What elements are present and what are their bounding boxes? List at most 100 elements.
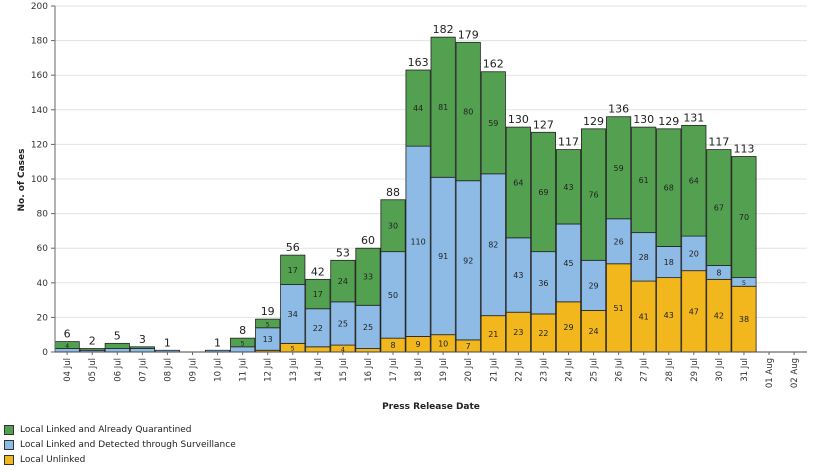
segment-value-label: 43 (664, 311, 674, 320)
segment-value-label: 34 (288, 310, 298, 319)
bar-segment[interactable] (656, 128, 682, 247)
bar-segment[interactable] (681, 235, 707, 272)
bar-segment[interactable] (606, 263, 632, 353)
bar-segment[interactable] (405, 69, 431, 147)
bar-segment[interactable] (355, 348, 381, 353)
bar-segment[interactable] (581, 310, 607, 353)
y-tick-label: 140 (31, 106, 48, 116)
x-tick-label: 02 Aug (790, 358, 800, 388)
x-tick-label: 29 Jul (690, 358, 700, 382)
bar-segment[interactable] (706, 278, 732, 353)
segment-value-label: 4 (65, 342, 69, 350)
segment-value-label: 24 (338, 277, 348, 286)
bar-segment[interactable] (631, 126, 657, 234)
bar-segment[interactable] (581, 259, 607, 311)
bar-segment[interactable] (681, 124, 707, 237)
bar-segment[interactable] (505, 126, 531, 239)
segment-value-label: 59 (614, 164, 624, 173)
bar-segment[interactable] (355, 304, 381, 349)
segment-value-label: 30 (388, 222, 398, 231)
legend-swatch-quarantined (4, 424, 14, 435)
y-axis-title: No. of Cases (17, 149, 27, 212)
x-tick-label: 08 Jul (163, 358, 173, 382)
x-tick-label: 31 Jul (740, 358, 750, 382)
bar-segment[interactable] (355, 247, 381, 306)
bar-segment[interactable] (280, 254, 306, 285)
bar-total-label: 162 (483, 58, 504, 71)
segment-value-label: 81 (438, 103, 448, 112)
y-tick-label: 100 (31, 175, 48, 185)
bar-segment[interactable] (330, 259, 356, 303)
bar-total-label: 136 (608, 103, 629, 116)
segment-value-label: 22 (538, 329, 548, 338)
segment-value-label: 25 (363, 323, 373, 332)
bar-segment[interactable] (255, 318, 281, 329)
bar-total-label: 19 (261, 305, 275, 318)
bar-segment[interactable] (430, 176, 456, 336)
bar-segment[interactable] (104, 348, 130, 353)
segment-value-label: 44 (413, 104, 423, 113)
bar-segment[interactable] (631, 232, 657, 282)
bar-segment[interactable] (606, 218, 632, 265)
bar-segment[interactable] (480, 315, 506, 353)
bar-segment[interactable] (129, 348, 155, 353)
segment-value-label: 41 (639, 313, 649, 322)
bar-segment[interactable] (656, 246, 682, 279)
bar-total-label: 6 (64, 328, 71, 341)
bar-segment[interactable] (430, 36, 456, 178)
bar-segment[interactable] (405, 145, 431, 337)
bar-segment[interactable] (480, 71, 506, 175)
segment-value-label: 8 (390, 341, 395, 350)
bar-segment[interactable] (581, 128, 607, 261)
y-tick-label: 40 (37, 279, 49, 289)
bar-total-label: 2 (89, 335, 96, 348)
legend-item-quarantined[interactable]: Local Linked and Already Quarantined (4, 422, 236, 437)
segment-value-label: 29 (563, 323, 573, 332)
segment-value-label: 25 (338, 319, 348, 328)
legend-swatch-unlinked (4, 454, 14, 465)
segment-value-label: 82 (488, 241, 498, 250)
bar-total-label: 113 (733, 143, 754, 156)
bar-segment[interactable] (230, 346, 256, 353)
bar-segment[interactable] (505, 237, 531, 313)
bar-total-label: 179 (458, 28, 479, 41)
segment-value-label: 50 (388, 291, 398, 300)
bar-segment[interactable] (555, 149, 582, 225)
bar-segment[interactable] (129, 346, 155, 349)
bar-segment[interactable] (305, 346, 331, 353)
bar-segment[interactable] (555, 301, 582, 353)
bar-segment[interactable] (656, 277, 682, 353)
bar-segment[interactable] (681, 270, 707, 353)
bar-total-label: 88 (386, 186, 400, 199)
segment-value-label: 68 (664, 184, 674, 193)
bar-segment[interactable] (79, 348, 105, 351)
y-tick-label: 20 (37, 313, 49, 323)
bar-segment[interactable] (305, 308, 331, 348)
segment-value-label: 47 (689, 307, 699, 316)
segment-value-label: 9 (416, 340, 421, 349)
bar-segment[interactable] (455, 180, 481, 341)
bar-segment[interactable] (731, 156, 757, 279)
bar-segment[interactable] (230, 337, 256, 348)
segment-value-label: 29 (588, 281, 598, 290)
bar-segment[interactable] (104, 342, 130, 349)
bar-segment[interactable] (305, 278, 331, 310)
bar-segment[interactable] (455, 41, 481, 182)
segment-value-label: 59 (488, 119, 498, 128)
y-tick-label: 180 (31, 37, 48, 47)
bar-segment[interactable] (606, 116, 632, 220)
bar-segment[interactable] (280, 284, 306, 344)
segment-value-label: 92 (463, 256, 473, 265)
bar-segment[interactable] (530, 131, 556, 253)
bar-total-label: 127 (533, 118, 554, 131)
x-tick-label: 15 Jul (339, 358, 349, 382)
bar-segment[interactable] (380, 199, 406, 253)
bar-segment[interactable] (555, 223, 582, 303)
bar-segment[interactable] (706, 149, 732, 266)
legend-item-unlinked[interactable]: Local Unlinked (4, 452, 236, 467)
legend-item-surveillance[interactable]: Local Linked and Detected through Survei… (4, 437, 236, 452)
segment-value-label: 26 (614, 237, 624, 246)
bar-total-label: 42 (311, 265, 325, 278)
